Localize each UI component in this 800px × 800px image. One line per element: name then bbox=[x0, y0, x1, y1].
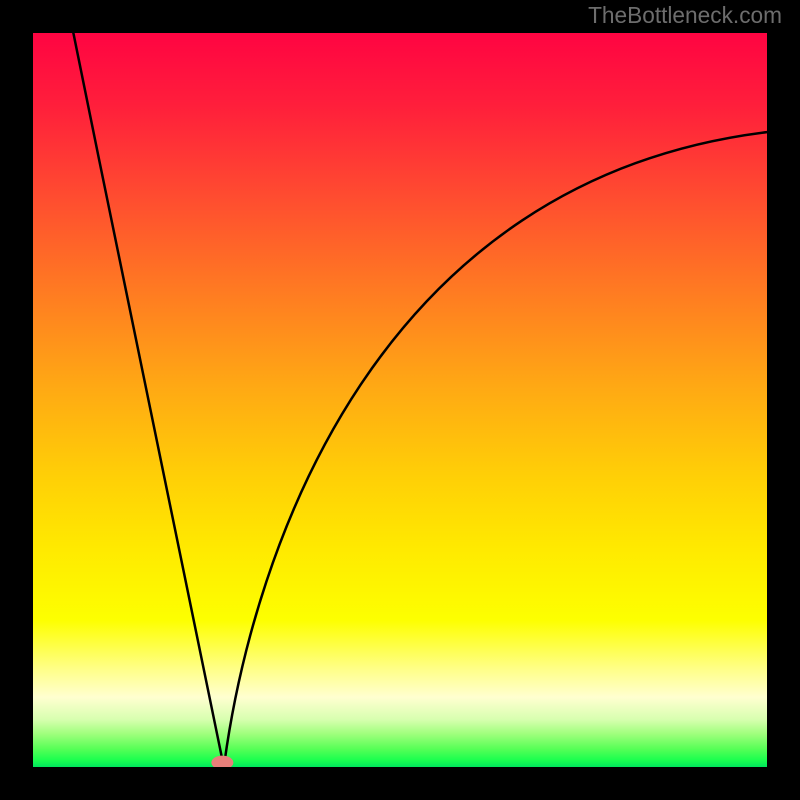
chart-frame: TheBottleneck.com bbox=[0, 0, 800, 800]
plot-area bbox=[33, 33, 767, 767]
gradient-bg bbox=[33, 33, 767, 767]
watermark-text: TheBottleneck.com bbox=[588, 2, 782, 29]
chart-svg bbox=[33, 33, 767, 767]
